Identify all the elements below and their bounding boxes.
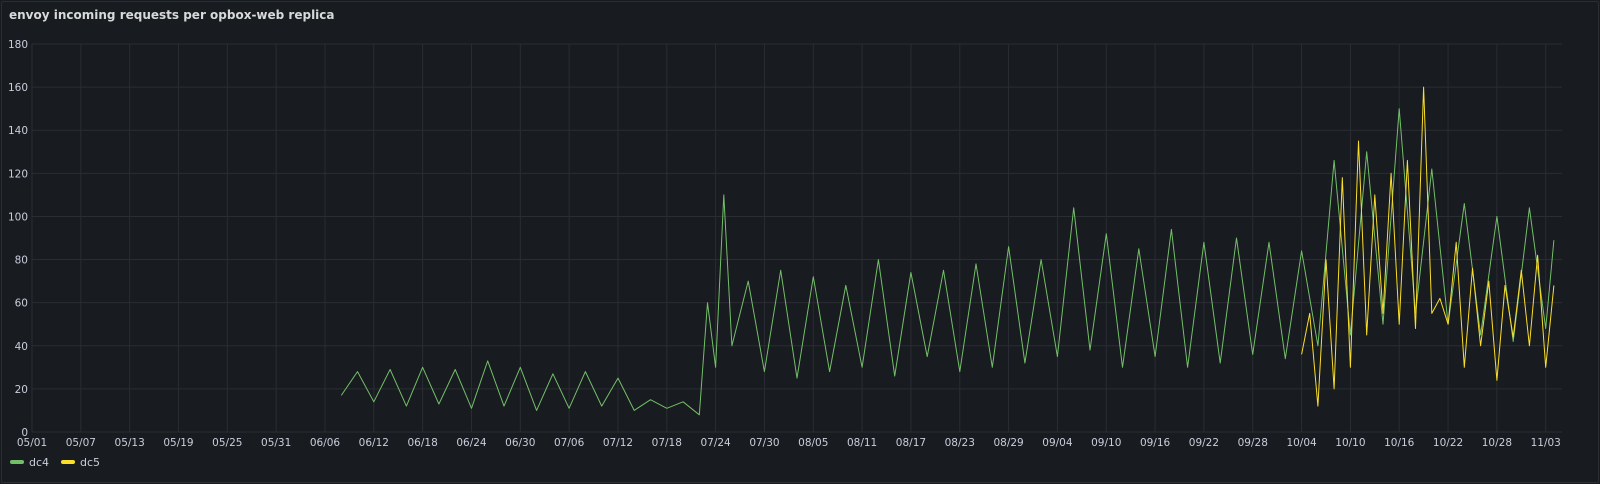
x-tick-label: 05/13: [115, 437, 145, 449]
x-tick-label: 05/07: [66, 437, 96, 449]
legend-item-dc4[interactable]: dc4: [10, 456, 49, 469]
legend-item-dc5[interactable]: dc5: [61, 456, 100, 469]
x-tick-label: 05/31: [261, 437, 291, 449]
x-tick-label: 10/16: [1384, 437, 1415, 449]
y-tick-label: 160: [8, 82, 28, 94]
x-tick-label: 09/04: [1042, 437, 1073, 449]
x-tick-label: 10/28: [1482, 437, 1512, 449]
x-tick-label: 06/18: [408, 437, 438, 449]
x-tick-label: 09/16: [1140, 437, 1171, 449]
x-tick-label: 11/03: [1531, 437, 1561, 449]
x-tick-label: 10/22: [1433, 437, 1463, 449]
x-tick-label: 07/30: [749, 437, 779, 449]
x-tick-label: 10/10: [1335, 437, 1365, 449]
x-tick-label: 08/05: [798, 437, 828, 449]
x-tick-label: 08/23: [945, 437, 975, 449]
panel-title[interactable]: envoy incoming requests per opbox-web re…: [9, 8, 335, 22]
x-tick-label: 08/17: [896, 437, 926, 449]
legend-label-dc5: dc5: [80, 455, 101, 469]
x-tick-label: 07/12: [603, 437, 633, 449]
x-tick-label: 06/24: [456, 437, 487, 449]
x-tick-label: 09/22: [1189, 437, 1219, 449]
y-tick-label: 100: [8, 211, 28, 223]
x-tick-label: 09/28: [1238, 437, 1268, 449]
x-tick-label: 09/10: [1091, 437, 1121, 449]
x-tick-label: 05/01: [17, 437, 47, 449]
x-tick-label: 07/24: [700, 437, 731, 449]
legend-label-dc4: dc4: [29, 455, 50, 469]
x-tick-label: 08/11: [847, 437, 877, 449]
legend-swatch-dc5: [61, 460, 76, 464]
legend: dc4 dc5: [10, 454, 100, 470]
x-tick-label: 06/12: [359, 437, 389, 449]
x-tick-label: 06/06: [310, 437, 341, 449]
x-tick-label: 06/30: [505, 437, 535, 449]
x-tick-label: 07/18: [652, 437, 682, 449]
y-tick-label: 180: [8, 39, 28, 51]
x-tick-label: 05/19: [163, 437, 193, 449]
y-tick-label: 80: [15, 255, 28, 267]
legend-swatch-dc4: [10, 460, 24, 464]
series-line-dc4: [340, 108, 1555, 416]
x-tick-label: 10/04: [1286, 437, 1317, 449]
y-tick-label: 120: [8, 168, 28, 180]
series-line-dc5: [1301, 86, 1555, 407]
y-tick-label: 140: [8, 125, 28, 137]
y-tick-label: 0: [21, 427, 28, 439]
x-tick-label: 05/25: [212, 437, 242, 449]
x-tick-label: 08/29: [993, 437, 1023, 449]
y-tick-label: 20: [15, 384, 28, 396]
y-tick-label: 60: [15, 298, 28, 310]
y-tick-label: 40: [15, 341, 28, 353]
x-tick-label: 07/06: [554, 437, 585, 449]
